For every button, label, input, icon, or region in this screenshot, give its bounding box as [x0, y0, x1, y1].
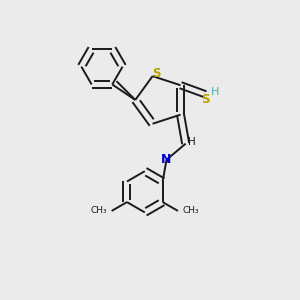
Text: CH₃: CH₃	[183, 206, 199, 215]
Text: CH₃: CH₃	[90, 206, 107, 215]
Text: N: N	[161, 153, 171, 166]
Text: H: H	[188, 137, 196, 147]
Text: S: S	[201, 93, 210, 106]
Text: H: H	[211, 87, 219, 97]
Text: S: S	[152, 67, 160, 80]
